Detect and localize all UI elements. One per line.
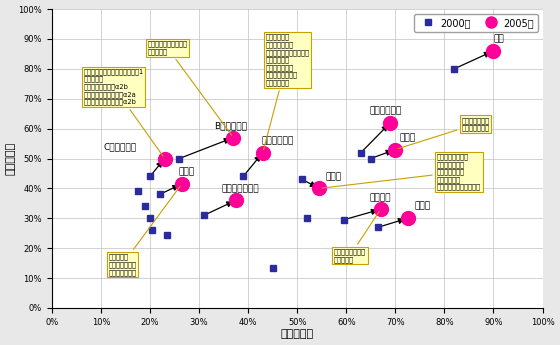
Text: 緑内障: 緑内障 [399, 133, 416, 142]
Text: 慢性糸球体腎炎: 慢性糸球体腎炎 [222, 184, 260, 193]
Text: B型慢性肝炎: B型慢性肝炎 [214, 121, 248, 130]
Legend: 2000年, 2005年: 2000年, 2005年 [414, 14, 538, 32]
Text: レボブノロール
ブリンゾラミド: レボブノロール ブリンゾラミド [398, 117, 489, 149]
Text: 乳がん: 乳がん [326, 172, 342, 181]
Text: オキサリプラチン
ホリナート: オキサリプラチン ホリナート [334, 211, 379, 263]
Text: インターフェロンアルファコン1
リバビリン
インターフェロンα2b
ペグインターフェロンα2a
ペグインターフェロンα2b: インターフェロンアルファコン1 リバビリン インターフェロンα2b ペグインター… [83, 68, 163, 156]
Text: 大腸がん: 大腸がん [370, 193, 391, 202]
X-axis label: 治療満足度: 治療満足度 [281, 329, 314, 339]
Text: アデホビルピボキシル
ラミブジン: アデホビルピボキシル ラミブジン [147, 41, 232, 135]
Y-axis label: 薬剤満足度: 薬剤満足度 [6, 142, 16, 175]
Text: 脳梗塞: 脳梗塞 [179, 167, 195, 176]
Text: 前立腺肥大症: 前立腺肥大症 [370, 106, 402, 115]
Text: 関節リウマチ: 関節リウマチ [262, 136, 293, 145]
Text: アナストロゾール
トラスツズマブ
エキセメスタン
カペシタビン
パミドロン酸ナトリウム: アナストロゾール トラスツズマブ エキセメスタン カペシタビン パミドロン酸ナト… [322, 154, 481, 190]
Text: 結核: 結核 [493, 34, 504, 43]
Text: メロキシカム
ロルノキシカム
ヒアルロン酸ナトリウム
レフルノミド
エタネルセプト
インフリキシマブ
タクロリムス: メロキシカム ロルノキシカム ヒアルロン酸ナトリウム レフルノミド エタネルセプ… [264, 34, 309, 150]
Text: 胃がん: 胃がん [414, 202, 431, 211]
Text: エダラボン
シロスタゾール
アルテプラーゼ: エダラボン シロスタゾール アルテプラーゼ [108, 186, 180, 276]
Text: C型慢性肝炎: C型慢性肝炎 [104, 142, 137, 151]
